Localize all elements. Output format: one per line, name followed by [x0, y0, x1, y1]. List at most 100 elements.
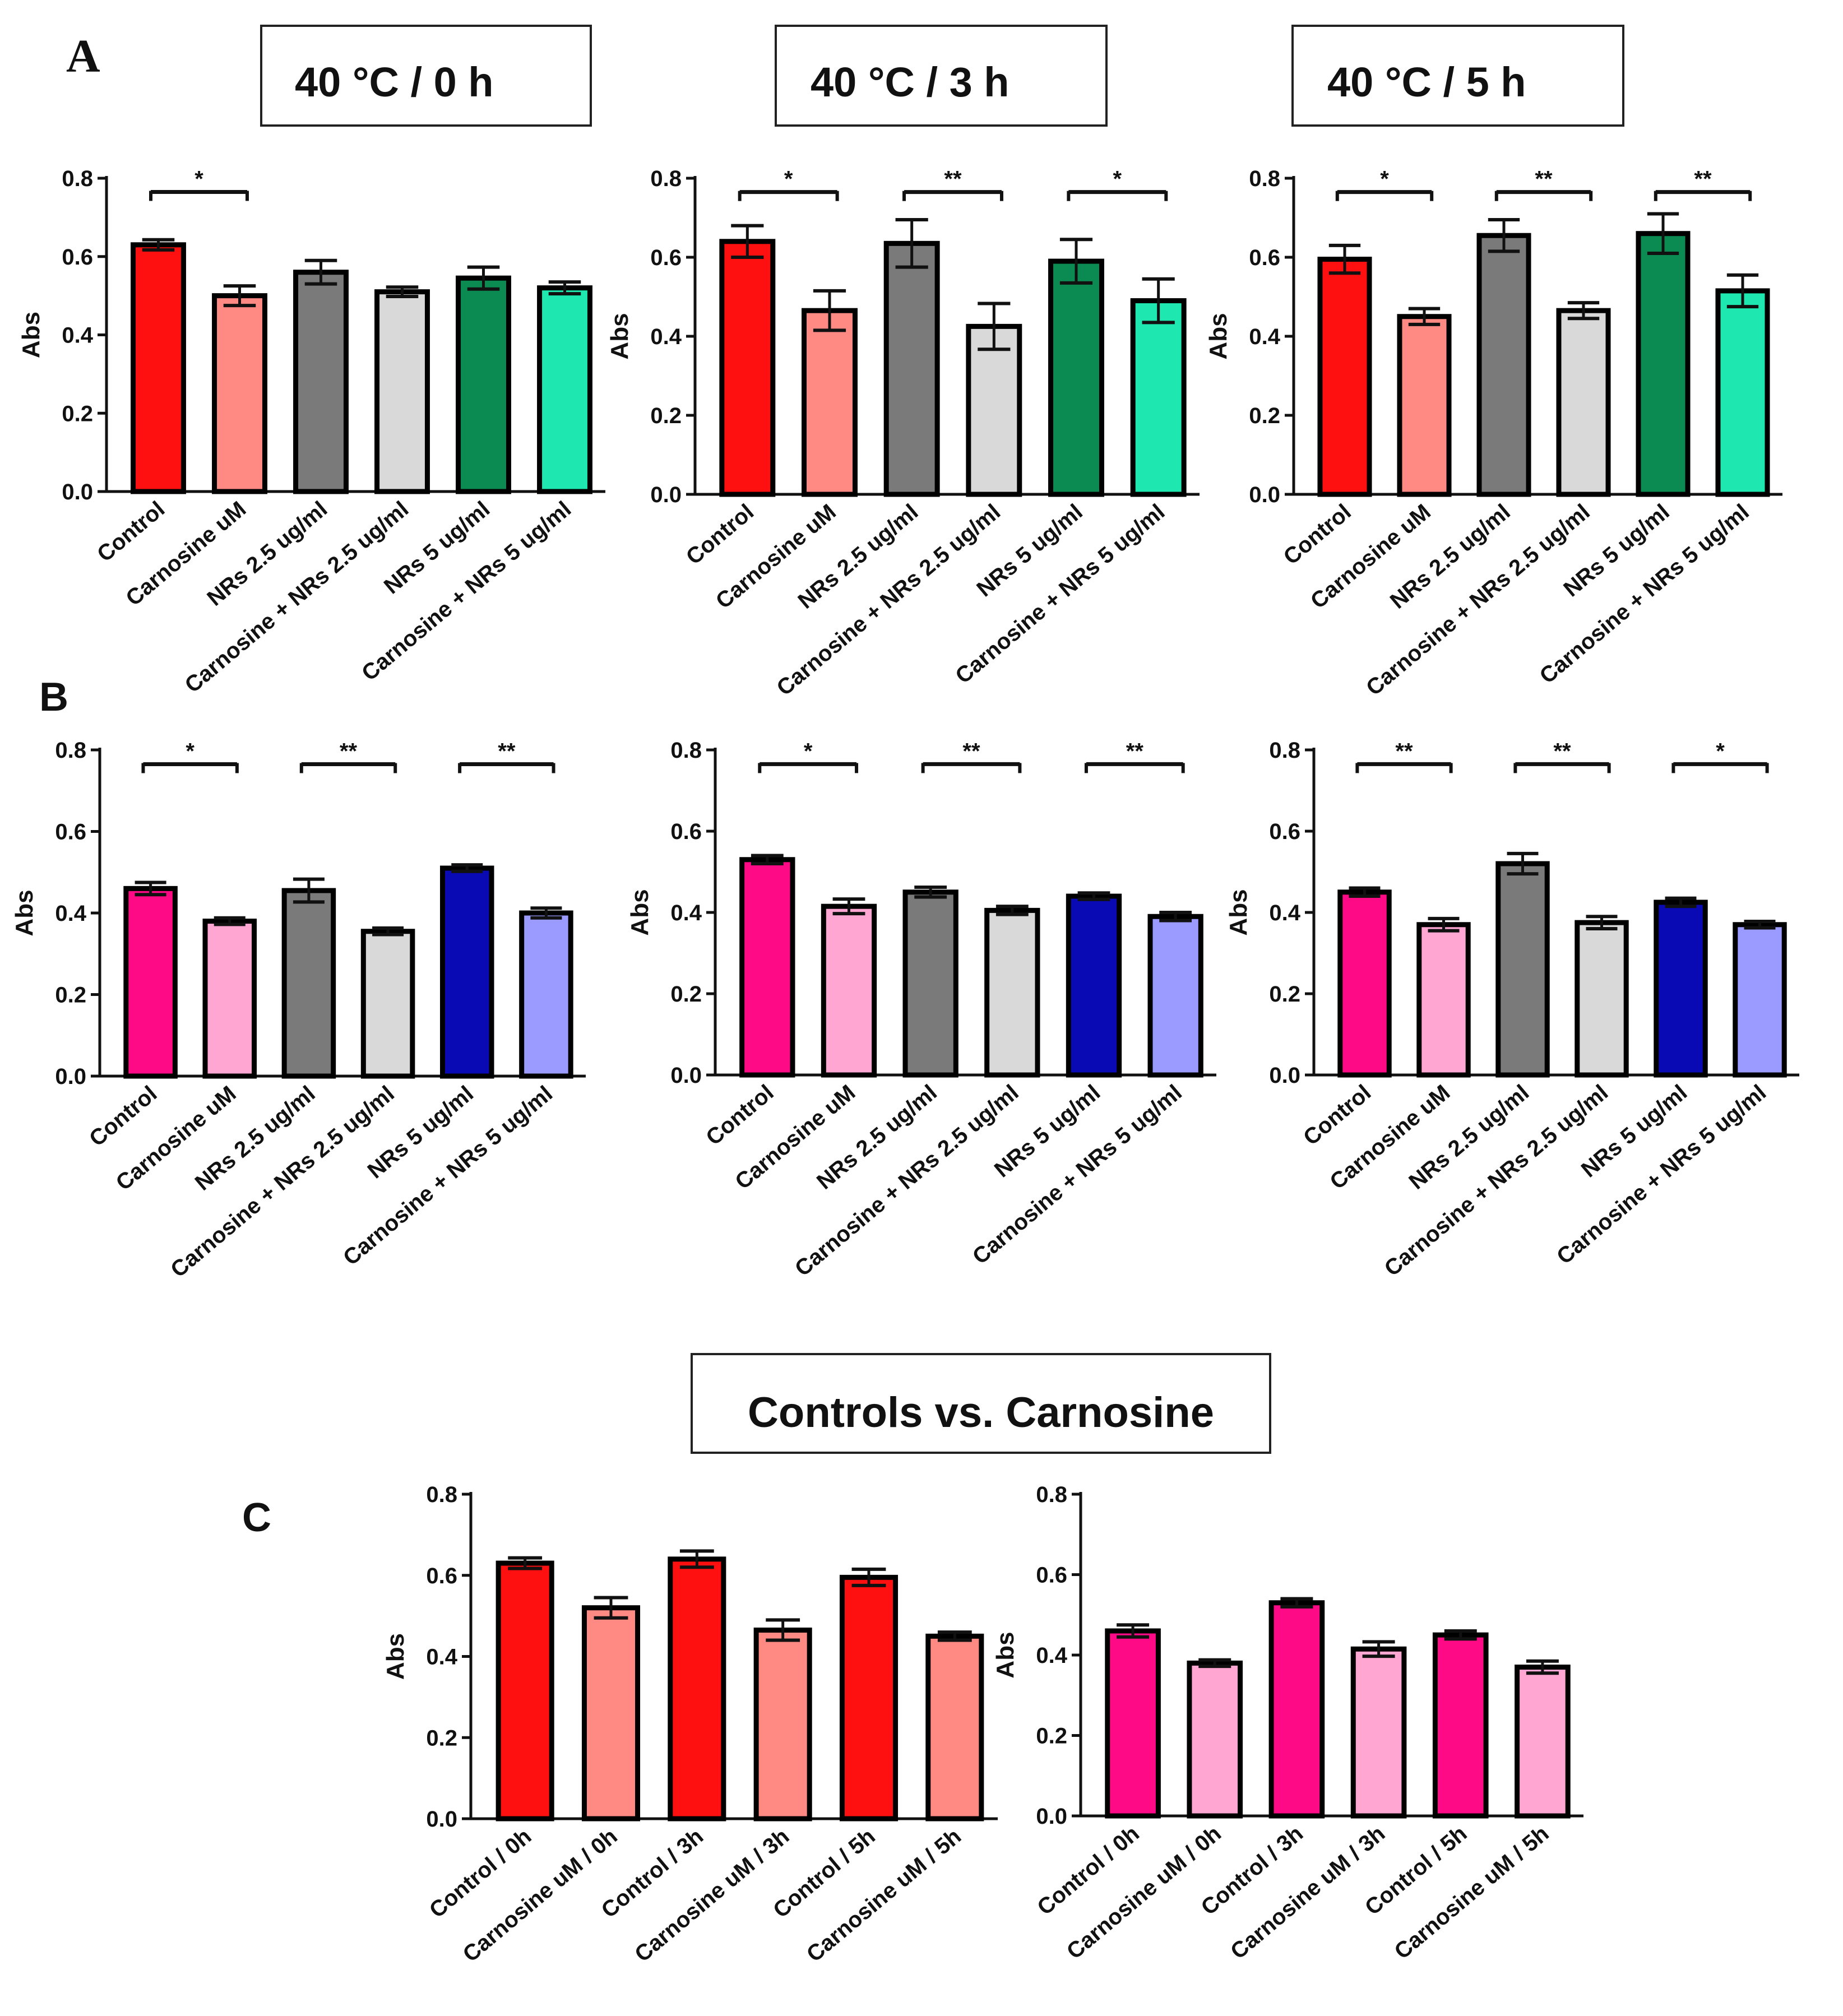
y-tick-label: 0.6 [62, 245, 93, 270]
significance-label: ** [1395, 739, 1413, 763]
significance-label: * [195, 166, 203, 191]
bar [212, 293, 267, 494]
bar [1147, 914, 1203, 1078]
bar [496, 1560, 554, 1822]
y-tick-label: 0.4 [1269, 901, 1300, 925]
significance-label: ** [498, 739, 516, 763]
bar [1476, 233, 1531, 497]
bar [1350, 1646, 1407, 1819]
bar [753, 1627, 812, 1822]
panel-label-a: A [66, 30, 100, 82]
y-tick-label: 0.2 [55, 983, 86, 1008]
y-tick-label: 0.6 [55, 820, 86, 845]
bar [1636, 231, 1691, 497]
significance-label: ** [1126, 739, 1144, 763]
significance-label: ** [962, 739, 980, 763]
bar [131, 242, 186, 494]
y-tick-label: 0.0 [650, 483, 682, 507]
y-tick-label: 0.8 [1269, 738, 1300, 763]
y-tick-label: 0.8 [1036, 1482, 1067, 1507]
y-tick-label: 0.0 [1036, 1804, 1067, 1829]
y-tick-label: 0.4 [1036, 1643, 1067, 1668]
significance-label: ** [340, 739, 358, 763]
y-tick-label: 0.4 [62, 323, 93, 348]
bar [537, 285, 592, 494]
y-tick-label: 0.6 [1249, 245, 1280, 270]
y-tick-label: 0.6 [426, 1564, 457, 1588]
y-tick-label: 0.2 [670, 982, 702, 1007]
bar [902, 889, 958, 1078]
bar [1654, 900, 1708, 1078]
bar [360, 929, 415, 1079]
section-c-title-box: Controls vs. Carnosine [691, 1353, 1271, 1454]
bar [293, 270, 349, 494]
condition-title-box-5h: 40 °C / 5 h [1291, 25, 1624, 127]
bar [1432, 1632, 1489, 1819]
y-tick-label: 0.0 [426, 1807, 457, 1832]
condition-title-box-0h: 40 °C / 0 h [260, 25, 592, 127]
y-axis-title: Abs [11, 889, 38, 936]
y-tick-label: 0.4 [55, 901, 86, 926]
bar [374, 289, 430, 494]
y-tick-label: 0.8 [1249, 166, 1280, 191]
y-tick-label: 0.8 [670, 738, 702, 763]
bar [739, 857, 795, 1078]
y-axis-title: Abs [382, 1633, 409, 1680]
panel-label-b: B [39, 675, 68, 720]
condition-title-box-3h: 40 °C / 3 h [775, 25, 1108, 127]
y-tick-label: 0.6 [670, 819, 702, 844]
bar [1416, 922, 1471, 1078]
section-c-title: Controls vs. Carnosine [748, 1389, 1214, 1436]
y-tick-label: 0.6 [1269, 819, 1300, 844]
bar [984, 907, 1040, 1078]
bar [719, 239, 776, 497]
y-tick-label: 0.8 [426, 1482, 457, 1507]
bar [1397, 314, 1452, 497]
significance-label: * [784, 167, 793, 192]
bar [1556, 308, 1611, 497]
bar [1337, 889, 1392, 1078]
y-tick-label: 0.2 [1036, 1724, 1067, 1749]
y-tick-label: 0.4 [650, 325, 682, 349]
bar [1066, 893, 1122, 1078]
bar [1515, 1665, 1571, 1819]
y-tick-label: 0.6 [650, 245, 682, 270]
bar [883, 240, 940, 497]
y-tick-label: 0.2 [1249, 404, 1280, 428]
bar [821, 903, 877, 1078]
bar [281, 888, 336, 1079]
bar [439, 865, 494, 1079]
y-tick-label: 0.0 [62, 480, 93, 504]
y-tick-label: 0.2 [62, 401, 93, 426]
y-tick-label: 0.0 [1249, 483, 1280, 507]
significance-label: * [1380, 167, 1389, 192]
significance-label: ** [1553, 739, 1571, 763]
significance-label: ** [1535, 167, 1553, 192]
y-tick-label: 0.0 [1269, 1063, 1300, 1088]
bar [668, 1556, 726, 1822]
bar [456, 275, 511, 494]
y-tick-label: 0.8 [62, 166, 93, 191]
condition-title-5h: 40 °C / 5 h [1327, 59, 1526, 105]
y-tick-label: 0.2 [426, 1726, 457, 1750]
bar [1268, 1600, 1325, 1819]
bar [966, 323, 1022, 497]
significance-label: ** [1694, 167, 1712, 192]
significance-label: * [186, 739, 195, 763]
significance-label: * [1716, 739, 1725, 763]
y-tick-label: 0.0 [670, 1063, 702, 1088]
bar [581, 1605, 641, 1822]
bar [1048, 258, 1104, 497]
bar [1130, 298, 1187, 497]
bar [1105, 1628, 1161, 1819]
y-axis-title: Abs [606, 313, 633, 359]
y-axis-title: Abs [626, 889, 654, 935]
y-tick-label: 0.2 [1269, 982, 1300, 1007]
y-axis-title: Abs [1205, 313, 1232, 359]
significance-label: * [1113, 167, 1122, 192]
bar [1495, 861, 1550, 1078]
y-tick-label: 0.2 [650, 404, 682, 428]
bar [1733, 922, 1787, 1078]
y-tick-label: 0.4 [670, 901, 702, 925]
